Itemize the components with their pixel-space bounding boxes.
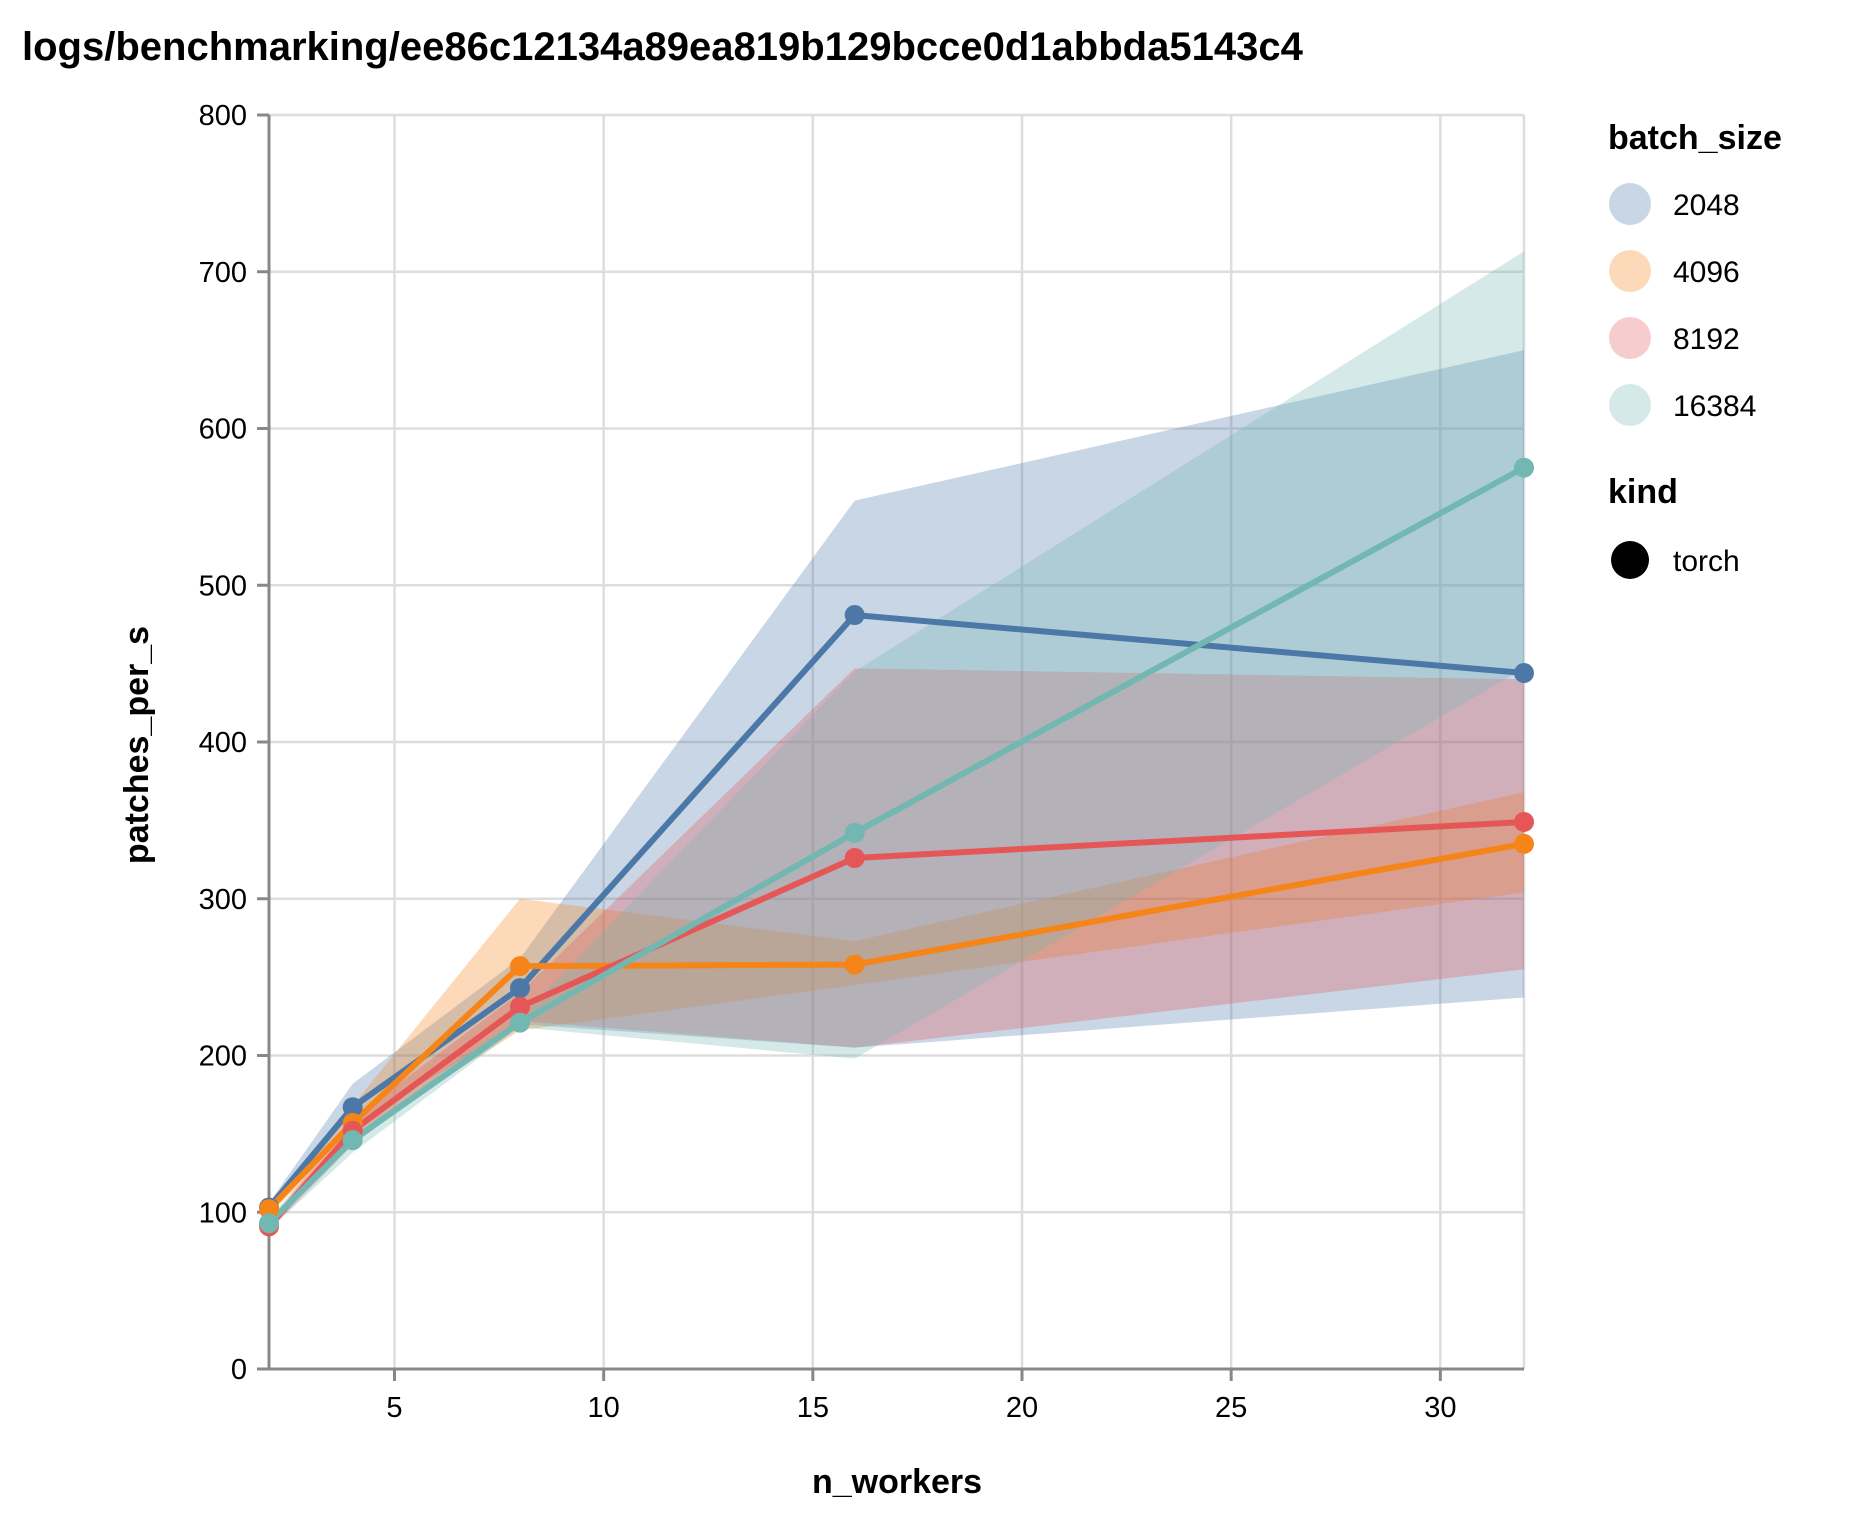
legend-title-kind: kind (1608, 473, 1678, 511)
data-point-16384 (259, 1213, 279, 1234)
data-point-8192 (844, 847, 865, 868)
series-points (259, 457, 1534, 1237)
y-tick-label: 500 (199, 570, 247, 602)
data-point-4096 (844, 954, 865, 975)
data-point-2048 (844, 605, 865, 626)
data-point-4096 (259, 1199, 279, 1220)
data-point-8192 (1514, 811, 1534, 832)
data-point-2048 (510, 978, 530, 999)
band-16384 (269, 251, 1524, 1230)
x-tick-label: 5 (386, 1392, 402, 1424)
y-tick-label: 400 (199, 727, 247, 759)
data-point-2048 (342, 1097, 363, 1118)
legend-label-2048: 2048 (1673, 189, 1740, 222)
legend-swatch-2048 (1609, 183, 1651, 225)
y-tick-label: 200 (199, 1041, 247, 1073)
y-tick-label: 800 (199, 100, 247, 132)
axes: 0 100 200 300 400 500 600 700 800 5 10 15 20 25 30 (199, 100, 1524, 1424)
data-point-16384 (844, 822, 865, 843)
band-8192 (269, 668, 1524, 1232)
data-point-16384 (1514, 457, 1534, 478)
band-2048 (269, 350, 1524, 1213)
x-tick-label: 10 (588, 1392, 620, 1424)
data-point-2048 (1514, 663, 1534, 684)
data-point-16384 (342, 1130, 363, 1151)
data-point-16384 (510, 1012, 530, 1033)
y-tick-label: 100 (199, 1197, 247, 1229)
legend-swatch-8192 (1609, 317, 1651, 359)
x-tick-label: 15 (797, 1392, 829, 1424)
legend-label-8192: 8192 (1673, 323, 1740, 356)
y-axis-title: patches_per_s (118, 626, 156, 864)
legend-label-16384: 16384 (1673, 390, 1756, 423)
data-point-4096 (510, 956, 530, 977)
y-tick-label: 700 (199, 257, 247, 289)
data-point-4096 (1514, 833, 1534, 854)
legend-shape-torch (1611, 541, 1649, 579)
legend-swatch-16384 (1609, 384, 1651, 426)
x-tick-label: 25 (1215, 1392, 1247, 1424)
y-tick-label: 0 (231, 1354, 247, 1386)
legend-title-batch-size: batch_size (1608, 119, 1782, 157)
legend-swatch-4096 (1609, 250, 1651, 292)
y-tick-label: 300 (199, 884, 247, 916)
legend: batch_size 2048 4096 8192 16384 kind torch (1608, 119, 1782, 579)
y-tick-label: 600 (199, 414, 247, 446)
x-tick-label: 30 (1424, 1392, 1456, 1424)
chart-title: logs/benchmarking/ee86c12134a89ea819b129… (22, 25, 1304, 69)
legend-label-4096: 4096 (1673, 256, 1740, 289)
legend-label-torch: torch (1673, 545, 1740, 578)
data-point-8192 (510, 996, 530, 1017)
x-axis-title: n_workers (812, 1463, 982, 1501)
x-tick-label: 20 (1006, 1392, 1038, 1424)
